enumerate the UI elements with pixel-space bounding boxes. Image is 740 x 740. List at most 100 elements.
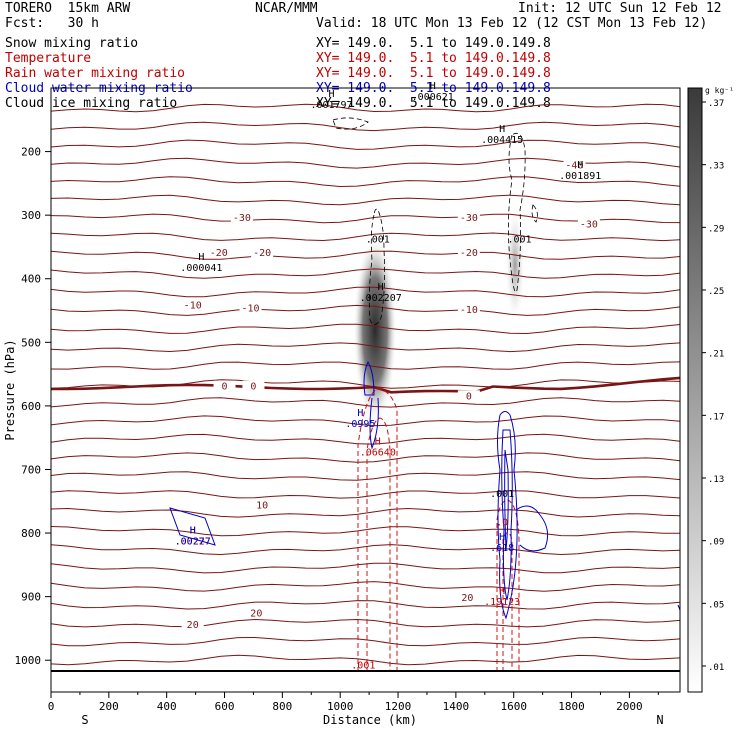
isotherm-line (51, 507, 680, 518)
legend-xy-cloud-ice: XY= 149.0. 5.1 to 149.0.149.8 (316, 96, 551, 111)
isotherm-line (51, 600, 680, 610)
max-value-label: .0 (496, 518, 508, 529)
temperature-label: 0 (466, 391, 472, 402)
y-tick-label: 200 (21, 146, 41, 159)
x-tick-label: 200 (99, 700, 119, 713)
temp-label-bg (577, 218, 600, 230)
max-value-label: .00227 (175, 537, 211, 548)
cloud-contour-2 (369, 397, 379, 450)
temperature-label: 20 (461, 593, 473, 604)
isotherm-line (51, 433, 680, 445)
temp-label-bg (181, 299, 204, 311)
x-axis: 0 200 400 600 800 1000 1200 1400 1600 1800 2000 (48, 692, 659, 713)
max-marker: H (198, 252, 204, 263)
max-value-label: .00277 (175, 537, 211, 548)
isotherm-line (51, 250, 680, 260)
max-value-labels: H.001797H.000621H.004415H.001891H.000041… (175, 81, 602, 671)
isotherm-line (51, 490, 680, 499)
temp-label-bg (239, 302, 262, 314)
legend-label-rain: Rain water mixing ratio (5, 66, 186, 81)
x-tick-label: 1800 (558, 700, 585, 713)
max-value-label: .002207 (360, 293, 402, 304)
max-value-label: .19123 (484, 597, 520, 608)
isotherm-line (51, 268, 680, 279)
header-fcst: Fcst: 30 h (5, 16, 99, 31)
temperature-label: -30 (580, 220, 598, 231)
x-tick-label: 1000 (327, 700, 354, 713)
isotherm-line (51, 636, 680, 647)
temperature-label: -30 (460, 213, 478, 224)
max-marker: H (190, 526, 196, 537)
colorbar-tick-label: .29 (708, 224, 724, 234)
max-value-label: .001 (507, 235, 531, 246)
temp-label-bg (230, 212, 253, 224)
legend-xy-temperature: XY= 149.0. 5.1 to 149.0.149.8 (316, 51, 551, 66)
isotherm-line (51, 286, 680, 298)
isotherm-line (51, 654, 680, 666)
max-marker: H (499, 586, 505, 597)
south-end-label: S (81, 713, 88, 727)
x-tick-label: 1200 (385, 700, 412, 713)
plot-frame (50, 87, 681, 693)
max-marker: H (375, 437, 381, 448)
cloud-water-contours (169, 360, 680, 630)
x-tick-label: 1600 (500, 700, 527, 713)
temperature-label: -20 (210, 248, 228, 259)
ice-contour-3 (332, 117, 369, 130)
x-tick-label: 400 (157, 700, 177, 713)
colorbar-unit: g kg⁻¹ (705, 86, 734, 95)
isotherm-line (51, 471, 680, 481)
max-value-label: .001891 (559, 171, 601, 182)
isotherm-line (51, 103, 680, 113)
max-marker: H (499, 124, 505, 135)
y-tick-label: 900 (21, 591, 41, 604)
y-tick-label: 300 (21, 209, 41, 222)
colorbar-gradient (687, 87, 703, 693)
isotherm-line (51, 361, 680, 370)
temp-label-bg (251, 499, 274, 511)
temp-label-bg (457, 390, 480, 402)
temperature-label: 10 (256, 501, 268, 512)
temp-label-bg (457, 212, 480, 224)
isotherm-line (51, 526, 680, 537)
temp-label-bg (181, 619, 204, 631)
cloud-ice-contours (332, 117, 538, 325)
max-marker: H (357, 408, 363, 419)
isotherm-line (51, 618, 680, 628)
isotherm-line (51, 213, 680, 224)
temperature-label: -10 (242, 304, 260, 315)
max-marker: H (378, 282, 384, 293)
temp-label-bg (457, 303, 480, 315)
legend-xy-snow: XY= 149.0. 5.1 to 149.0.149.8 (316, 36, 551, 51)
max-value-label: .06640 (360, 448, 396, 459)
colorbar-ticks: .01 .05 .09 .13 .17 .21 .25 .29 .33 .37 (702, 99, 724, 673)
temperature-label: 0 (222, 382, 228, 393)
colorbar-tick-label: .21 (708, 350, 724, 360)
isotherm-line (51, 342, 680, 353)
temp-label-bg (242, 380, 265, 392)
legend-label-cloud-ice: Cloud ice mixing ratio (5, 96, 178, 111)
ice-contour-4 (531, 204, 538, 223)
max-marker: H (499, 532, 505, 543)
max-marker: H (329, 89, 335, 100)
cloud-contour-6 (504, 449, 509, 551)
isotherm-line (51, 452, 680, 463)
max-value-label: .618 (490, 543, 514, 554)
y-axis: 200 300 400 500 600 700 800 900 1000 (15, 146, 51, 667)
header-init: Init: 12 UTC Sun 12 Feb 12 (518, 1, 722, 16)
rain-contour-1 (357, 387, 398, 672)
isotherm-line (51, 157, 680, 169)
colorbar-tick-label: .37 (708, 99, 724, 109)
header-model: TORERO 15km ARW (5, 1, 131, 16)
colorbar-tick-label: .25 (708, 287, 724, 297)
max-marker: H (430, 81, 436, 92)
isotherm-line (51, 121, 680, 132)
colorbar-tick-label: .09 (708, 538, 724, 548)
legend-label-snow: Snow mixing ratio (5, 36, 139, 51)
cloud-contour-5 (501, 429, 513, 601)
temperature-label: -40 (565, 160, 583, 171)
max-value-label: .0995 (345, 419, 375, 430)
colorbar-tick-label: .33 (708, 162, 724, 172)
temp-label-bg (251, 247, 274, 259)
temperature-label: -30 (233, 213, 251, 224)
